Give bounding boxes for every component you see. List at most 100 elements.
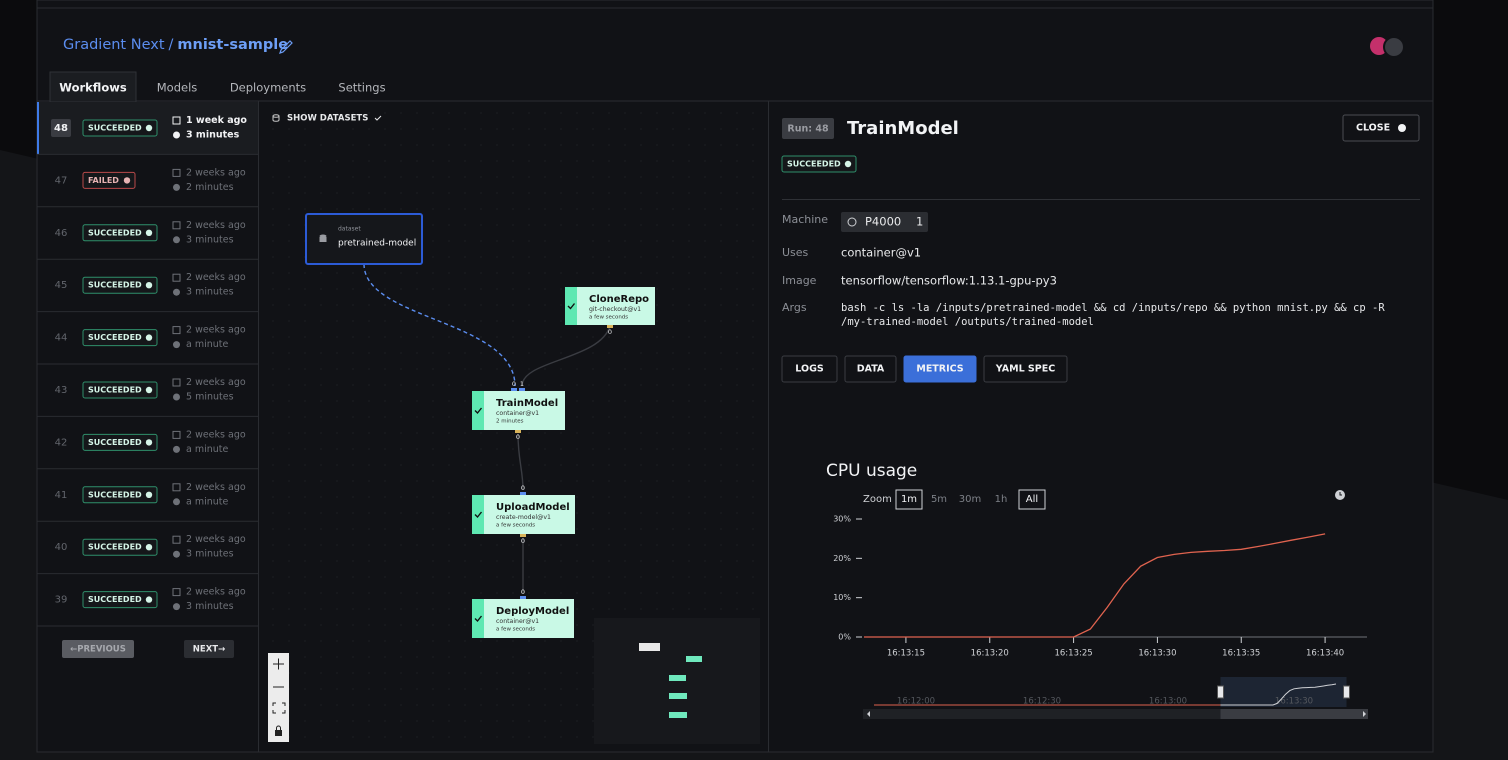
status-icon xyxy=(145,334,153,341)
run-id[interactable]: 40 xyxy=(55,542,68,553)
lock-shackle xyxy=(276,725,281,730)
run-duration: a minute xyxy=(186,339,229,350)
zoom-option[interactable]: All xyxy=(1026,494,1038,505)
run-id[interactable]: 43 xyxy=(55,385,68,396)
scroll-right[interactable] xyxy=(1363,711,1366,717)
navigator-handle[interactable] xyxy=(1217,685,1224,699)
edit-icon[interactable] xyxy=(279,40,293,54)
clock-icon xyxy=(173,131,180,139)
zoom-option[interactable]: 1m xyxy=(901,494,917,505)
check xyxy=(474,407,483,415)
x-tick-label: 16:13:20 xyxy=(971,649,1009,659)
run-id[interactable]: 39 xyxy=(55,595,68,606)
tab-button-label[interactable]: LOGS xyxy=(795,364,824,375)
field-value: tensorflow/tensorflow:1.13.1-gpu-py3 xyxy=(841,274,1057,288)
project[interactable]: Gradient Next xyxy=(63,37,165,53)
node-label: TrainModel xyxy=(496,398,558,409)
check xyxy=(474,615,483,623)
run-date: 2 weeks ago xyxy=(186,377,246,388)
tab-button-label[interactable]: YAML SPEC xyxy=(995,364,1055,375)
run-duration: 3 minutes xyxy=(186,287,234,298)
field-label: Image xyxy=(782,274,817,287)
node-strip xyxy=(472,599,484,638)
run-date: 2 weeks ago xyxy=(186,429,246,440)
scroll-left[interactable] xyxy=(867,711,870,717)
tab-button[interactable] xyxy=(983,355,1068,383)
run-duration: 2 minutes xyxy=(186,182,234,193)
tab-button[interactable] xyxy=(903,355,977,383)
close-label[interactable]: CLOSE xyxy=(1356,123,1390,134)
tab[interactable]: Workflows xyxy=(59,81,127,95)
clock-icon xyxy=(173,236,180,244)
field-label: Machine xyxy=(782,213,828,226)
id-badge xyxy=(51,119,71,137)
status: SUCCEEDED xyxy=(88,543,142,552)
status-icon xyxy=(145,229,153,236)
tab[interactable]: Settings xyxy=(338,81,385,95)
zoom-in[interactable] xyxy=(273,658,284,670)
check xyxy=(374,115,382,121)
close-button[interactable] xyxy=(1342,114,1420,142)
clock-icon xyxy=(173,341,180,349)
status: SUCCEEDED xyxy=(88,281,142,290)
prev-button[interactable] xyxy=(62,640,134,658)
minimap-node xyxy=(639,643,660,651)
fit-view[interactable] xyxy=(272,702,286,714)
run-id[interactable]: 46 xyxy=(55,228,68,239)
cpu-line xyxy=(864,533,1326,638)
node-uses: git-checkout@v1 xyxy=(589,305,641,313)
navigator-handle[interactable] xyxy=(1343,685,1350,699)
field-label: Uses xyxy=(782,246,809,259)
run-id[interactable]: 44 xyxy=(55,333,68,344)
node-time: 2 minutes xyxy=(496,419,524,425)
detail-status: SUCCEEDED xyxy=(781,155,857,173)
next-button[interactable] xyxy=(184,640,234,658)
zoom-option[interactable]: 1h xyxy=(995,494,1008,505)
status: FAILED xyxy=(88,176,119,185)
tab-button-label[interactable]: DATA xyxy=(857,364,885,375)
calendar-icon xyxy=(172,588,181,597)
edge xyxy=(521,325,611,387)
avatar-add[interactable] xyxy=(1383,36,1405,58)
x-tick-label: 16:13:25 xyxy=(1054,649,1092,659)
run-id[interactable]: 48 xyxy=(54,123,68,134)
scrollbar-thumb[interactable] xyxy=(1220,709,1369,719)
avatar[interactable] xyxy=(1370,37,1388,55)
lock[interactable] xyxy=(275,730,282,736)
run-id[interactable]: 41 xyxy=(55,490,68,501)
run-id[interactable]: 47 xyxy=(55,175,68,186)
run-id[interactable]: 42 xyxy=(55,437,68,448)
calendar-icon xyxy=(172,535,181,544)
prev-label[interactable]: ←PREVIOUS xyxy=(70,645,126,655)
node[interactable] xyxy=(472,391,565,430)
status-icon xyxy=(145,491,153,498)
tab[interactable]: Models xyxy=(157,81,198,95)
tab-button[interactable] xyxy=(781,355,838,383)
next-label[interactable]: NEXT→ xyxy=(193,645,225,655)
tab-button[interactable] xyxy=(844,355,897,383)
db-icon xyxy=(319,234,327,238)
show-datasets[interactable]: SHOW DATASETS xyxy=(287,114,368,124)
close-icon xyxy=(1398,124,1406,132)
dataset-node[interactable] xyxy=(305,213,423,265)
node[interactable] xyxy=(565,287,655,325)
zoom-option[interactable]: 5m xyxy=(931,494,947,505)
tab-button-label[interactable]: METRICS xyxy=(916,364,963,375)
field-value: container@v1 xyxy=(841,246,921,260)
zoom-option[interactable]: 30m xyxy=(959,494,981,505)
project-name: mnist-sample xyxy=(177,37,288,53)
node-strip xyxy=(472,391,484,430)
run-id[interactable]: 45 xyxy=(55,280,68,291)
node[interactable] xyxy=(472,599,574,638)
minimap-node xyxy=(669,675,686,681)
port-label: 0 xyxy=(516,433,520,441)
field-label: Args xyxy=(782,301,807,314)
run-date: 2 weeks ago xyxy=(186,167,246,178)
tab[interactable]: Deployments xyxy=(230,81,306,95)
status-badge xyxy=(82,329,158,347)
node[interactable] xyxy=(472,495,575,534)
machine-chip xyxy=(841,212,928,232)
zoom-selected xyxy=(895,489,923,510)
field-value: bash -c ls -la /inputs/pretrained-model … xyxy=(841,302,1385,314)
port-label: 0 xyxy=(521,588,525,596)
